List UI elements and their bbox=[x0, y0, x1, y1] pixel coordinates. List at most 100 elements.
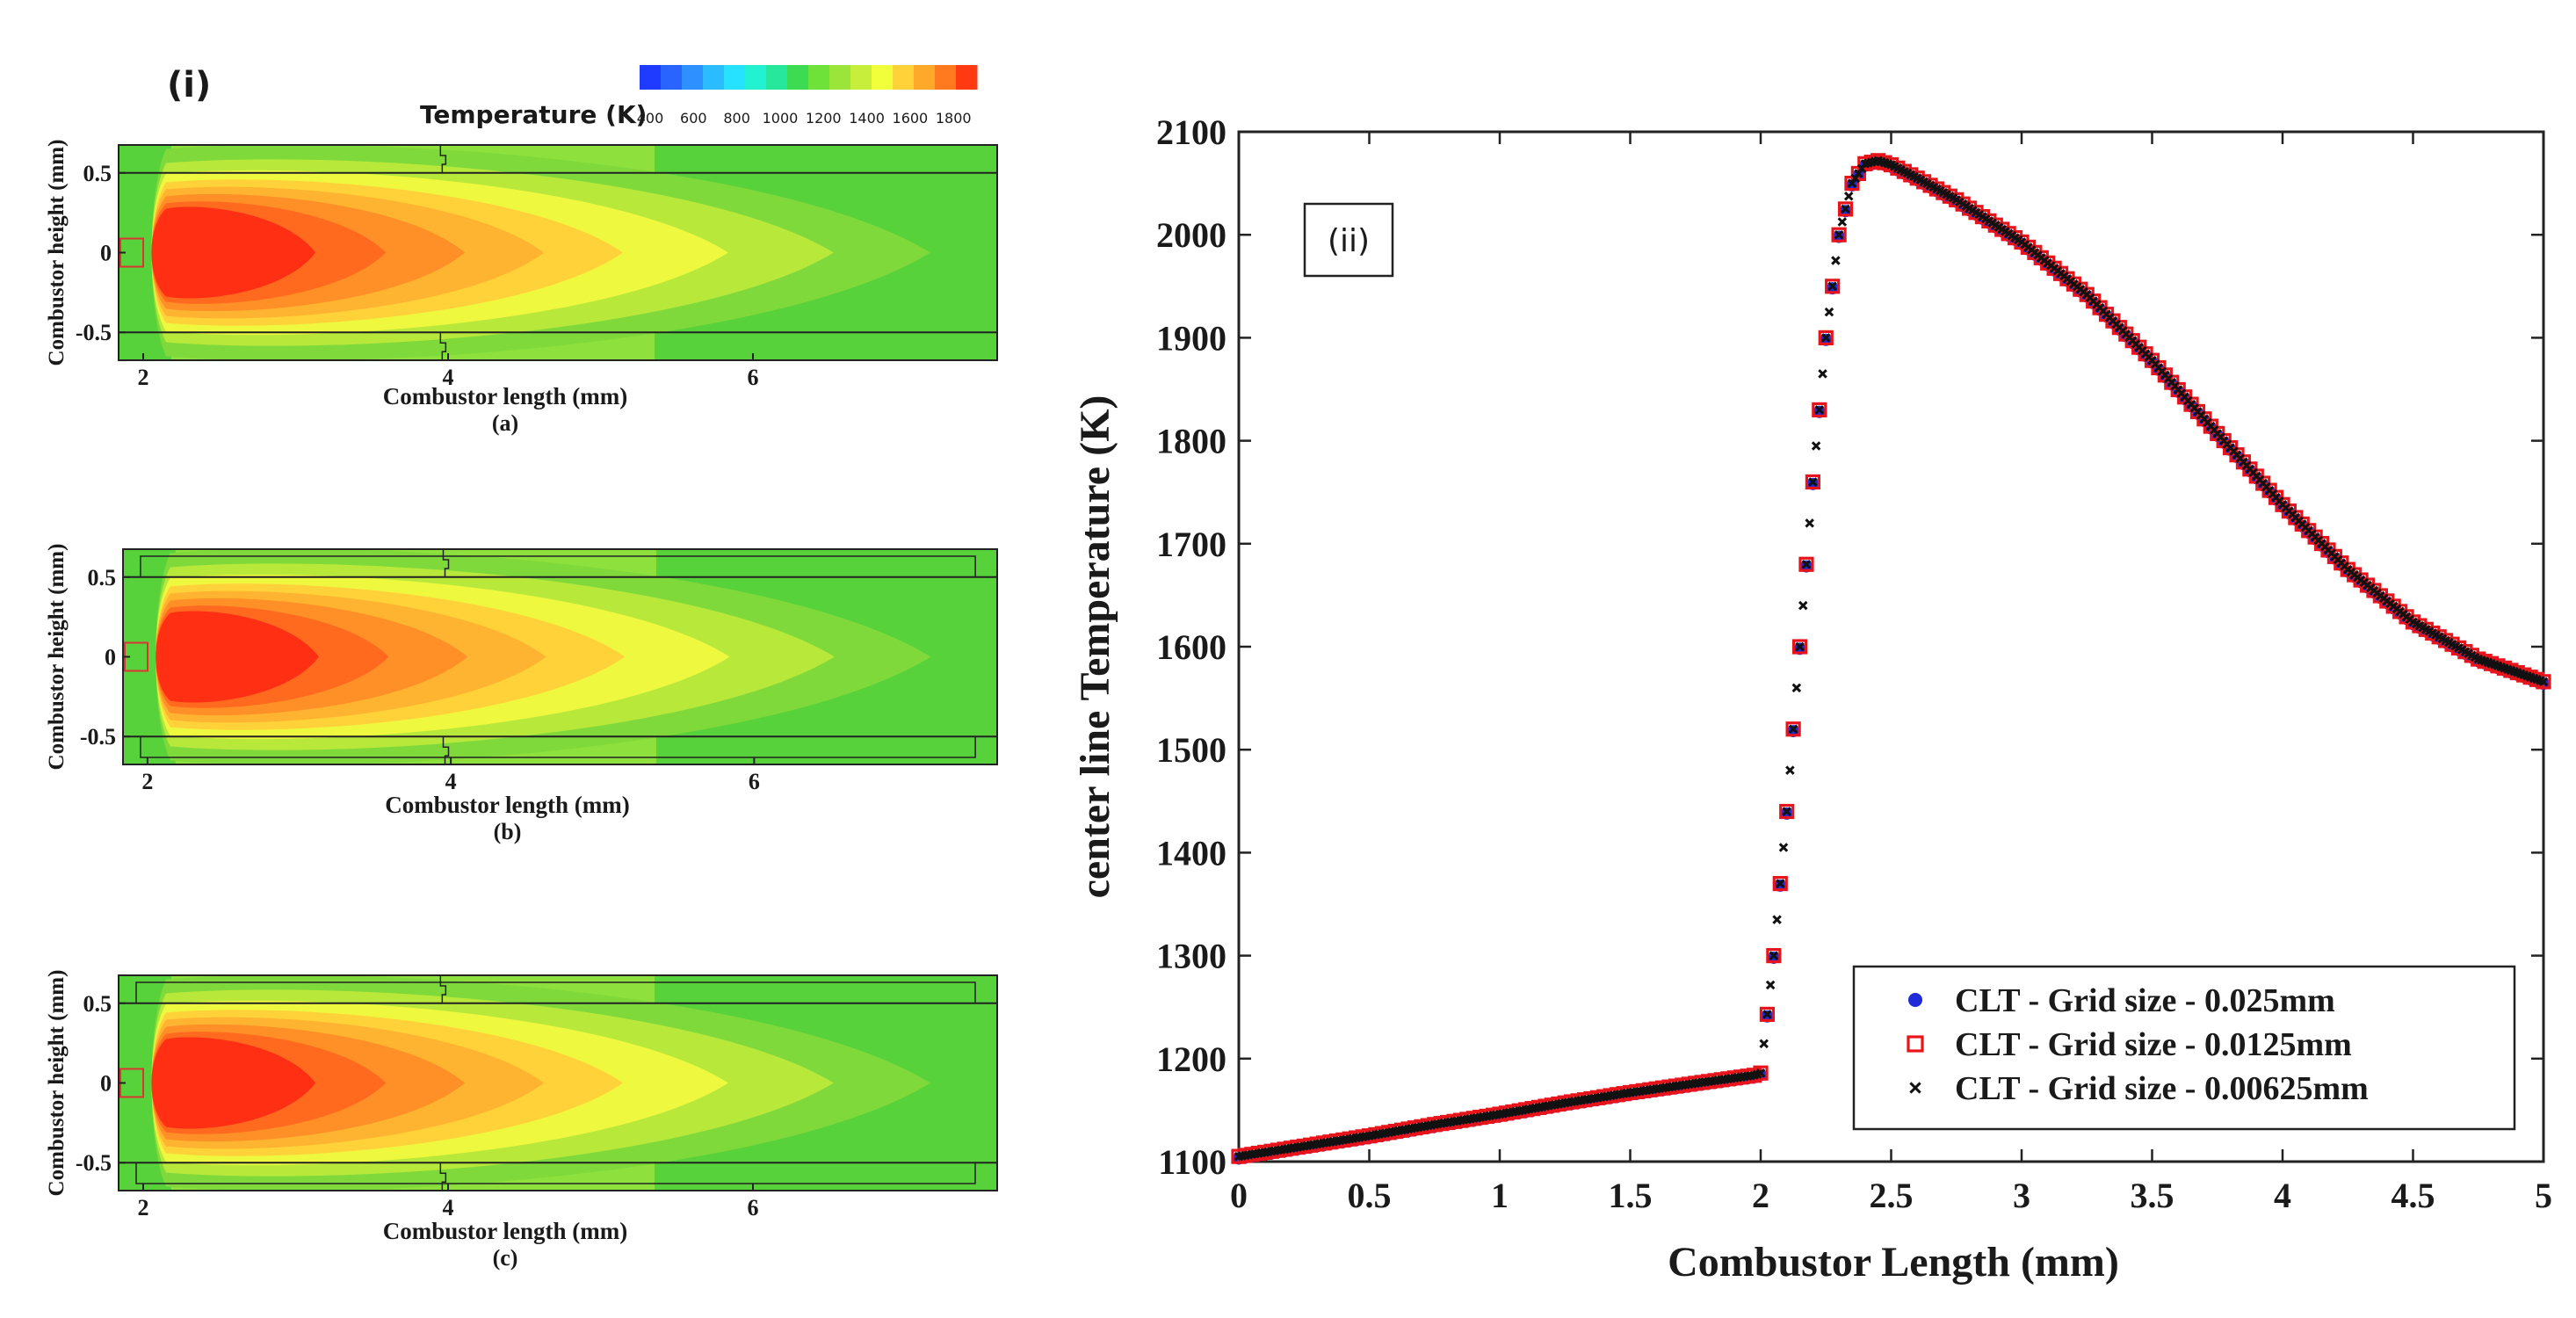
isotherm-line bbox=[439, 975, 447, 1003]
colorbar-swatches bbox=[640, 65, 978, 90]
colorbar-swatch bbox=[766, 65, 788, 90]
subplot-b: 2 4 6 0.5 0 -0.5 Combustor length (mm) Combusto… bbox=[45, 544, 998, 844]
colorbar-swatch bbox=[640, 65, 662, 90]
y-tick-label: 1800 bbox=[1156, 422, 1226, 461]
data-point-0.00625mm bbox=[1782, 807, 1791, 816]
legend-label: CLT - Grid size - 0.0125mm bbox=[1955, 1026, 2352, 1063]
panel-i-label: (i) bbox=[167, 65, 211, 105]
data-point-0.00625mm bbox=[1788, 724, 1798, 735]
colorbar-title: Temperature (K) bbox=[420, 100, 647, 129]
x-axis-title: Combustor length (mm) bbox=[383, 383, 628, 409]
data-point-0.0125mm bbox=[1772, 875, 1788, 892]
colorbar-swatch bbox=[956, 65, 978, 90]
y-tick-label: 1700 bbox=[1156, 525, 1226, 564]
x-tick-label: 2 bbox=[141, 769, 153, 794]
x-tick-label: 6 bbox=[748, 365, 759, 390]
data-point-0.00625mm bbox=[1837, 217, 1848, 227]
x-tick-label: 5 bbox=[2535, 1176, 2552, 1215]
data-point-0.00625mm bbox=[1831, 256, 1841, 265]
data-point-0.00625mm bbox=[1805, 518, 1814, 528]
temperature-colorbar: Temperature (K) 400 600 800 1000 1200 1400 160… bbox=[420, 65, 978, 129]
data-point-0.0125mm bbox=[1766, 947, 1782, 964]
data-point-0.00625mm bbox=[1824, 307, 1834, 317]
isotherm-line bbox=[442, 549, 450, 577]
data-point-0.00625mm bbox=[1808, 477, 1818, 487]
y-tick-label: 0 bbox=[105, 645, 116, 670]
colorbar-swatch bbox=[682, 65, 704, 90]
x-tick-label: 4 bbox=[2274, 1176, 2291, 1215]
mesh-block-outline bbox=[140, 555, 976, 578]
data-point-0.0125mm bbox=[1759, 1006, 1776, 1023]
colorbar-swatch bbox=[893, 65, 915, 90]
colorbar-swatch bbox=[935, 65, 957, 90]
colorbar-swatch bbox=[808, 65, 830, 90]
data-point-0.0125mm bbox=[1805, 474, 1820, 490]
data-point-0.00625mm bbox=[1909, 1082, 1921, 1094]
data-point-0.00625mm bbox=[1785, 765, 1795, 775]
y-tick-label: 0.5 bbox=[88, 565, 117, 590]
data-point-0.0125mm bbox=[1798, 556, 1814, 572]
legend-item: CLT - Grid size - 0.0125mm bbox=[1907, 1026, 2352, 1063]
colorbar-swatch bbox=[724, 65, 746, 90]
y-tick-label: 2100 bbox=[1156, 112, 1226, 152]
x-tick-label: 4 bbox=[445, 769, 457, 794]
temperature-contour-band bbox=[151, 206, 316, 299]
colorbar-ticks: 400 600 800 1000 1200 1400 1600 1800 bbox=[637, 110, 972, 127]
x-tick-label: 3.5 bbox=[2131, 1176, 2174, 1215]
y-tick-label: 1600 bbox=[1156, 627, 1226, 667]
x-tick-label: 4.5 bbox=[2391, 1176, 2435, 1215]
y-tick-label: -0.5 bbox=[76, 320, 112, 345]
x-tick-label: 2 bbox=[1752, 1176, 1769, 1215]
data-point-0.00625mm bbox=[1772, 915, 1782, 924]
data-point-0.00625mm bbox=[1827, 281, 1837, 292]
axis-ticks: 0 0.5 1 1.5 2 2.5 3 3.5 4 4.5 5 1100 1200 1300 1400 150… bbox=[1156, 112, 2552, 1215]
y-axis-title: center line Temperature (K) bbox=[1072, 395, 1118, 899]
subplot-caption: (c) bbox=[493, 1245, 518, 1271]
data-point-0.00625mm bbox=[1762, 1010, 1772, 1019]
y-tick-label: -0.5 bbox=[76, 1150, 112, 1176]
legend-item: CLT - Grid size - 0.025mm bbox=[1908, 982, 2335, 1019]
subplot-c: 2 4 6 0.5 0 -0.5 Combustor length (mm) Combusto… bbox=[45, 970, 998, 1271]
data-point-0.00625mm bbox=[1834, 229, 1844, 240]
y-tick-label: 1500 bbox=[1156, 730, 1226, 770]
isotherm-line bbox=[442, 736, 450, 764]
x-tick-label: 1.5 bbox=[1609, 1176, 1653, 1215]
x-axis-title: Combustor length (mm) bbox=[383, 1218, 628, 1244]
y-tick-label: 0 bbox=[100, 1071, 112, 1097]
x-tick-label: 2 bbox=[138, 1195, 149, 1220]
colorbar-tick-label: 800 bbox=[723, 110, 750, 127]
panel-ii-label-box bbox=[1303, 202, 1394, 278]
data-point-0.00625mm bbox=[1759, 1039, 1769, 1049]
data-point-0.00625mm bbox=[1811, 441, 1821, 451]
data-point-0.00625mm bbox=[1820, 333, 1831, 343]
panel-ii: 0 0.5 1 1.5 2 2.5 3 3.5 4 4.5 5 1100 1200 1300 1400 150… bbox=[1072, 112, 2552, 1285]
colorbar-swatch bbox=[787, 65, 809, 90]
contour-field bbox=[119, 145, 997, 360]
x-tick-label: 4 bbox=[443, 365, 454, 390]
x-tick-label: 1 bbox=[1491, 1176, 1509, 1215]
colorbar-swatch bbox=[661, 65, 683, 90]
data-point-0.0125mm bbox=[1837, 201, 1854, 217]
x-tick-label: 2 bbox=[138, 365, 149, 390]
data-point-0.0125mm bbox=[1831, 227, 1847, 243]
data-point-0.00625mm bbox=[2538, 677, 2549, 687]
x-axis-title: Combustor Length (mm) bbox=[1668, 1239, 2119, 1285]
mesh-block-outline bbox=[135, 1162, 976, 1184]
data-point-0.00625mm bbox=[1776, 879, 1785, 888]
y-tick-label: 0.5 bbox=[83, 161, 112, 186]
y-axis-title: Combustor height (mm) bbox=[45, 140, 69, 366]
data-points bbox=[1231, 153, 2551, 1165]
y-axis-title: Combustor height (mm) bbox=[45, 544, 69, 771]
colorbar-tick-label: 1800 bbox=[936, 110, 972, 127]
contour-field bbox=[119, 975, 997, 1191]
legend-box bbox=[1852, 965, 2516, 1131]
isotherm-line bbox=[439, 145, 447, 173]
legend-label: CLT - Grid size - 0.025mm bbox=[1955, 982, 2335, 1019]
y-tick-label: 2000 bbox=[1156, 215, 1226, 255]
colorbar-swatch bbox=[745, 65, 767, 90]
colorbar-swatch bbox=[914, 65, 936, 90]
y-tick-label: 0.5 bbox=[83, 991, 112, 1017]
y-tick-label: 1200 bbox=[1156, 1039, 1226, 1079]
x-axis-title: Combustor length (mm) bbox=[385, 792, 630, 818]
